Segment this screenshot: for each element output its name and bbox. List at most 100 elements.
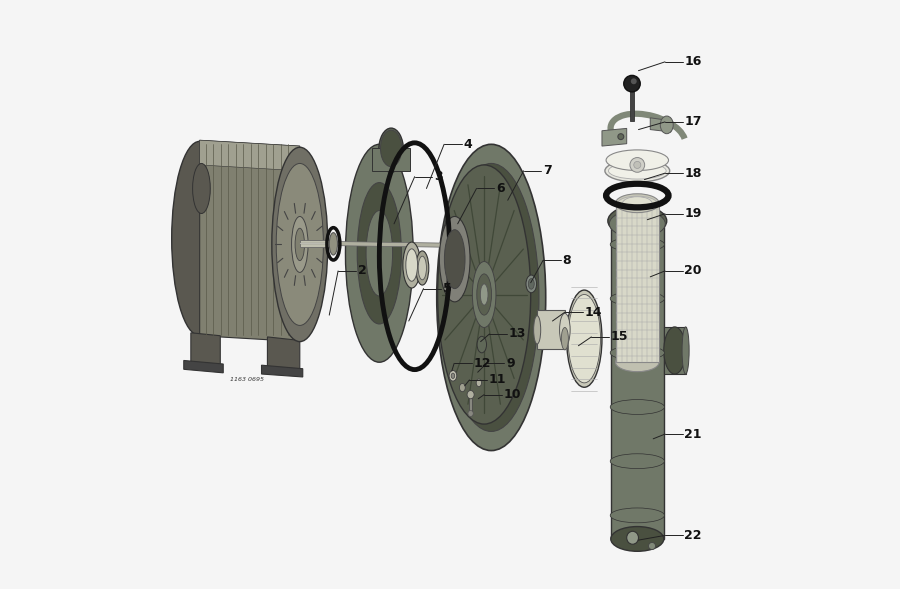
Polygon shape: [651, 118, 670, 132]
Text: 3: 3: [434, 170, 443, 183]
Polygon shape: [262, 365, 302, 377]
Ellipse shape: [477, 274, 491, 315]
Ellipse shape: [624, 75, 640, 92]
Ellipse shape: [618, 196, 657, 210]
Ellipse shape: [449, 370, 457, 381]
Ellipse shape: [626, 531, 638, 544]
Ellipse shape: [682, 327, 689, 374]
Text: 19: 19: [684, 207, 702, 220]
Ellipse shape: [610, 345, 664, 360]
Ellipse shape: [472, 262, 496, 327]
Ellipse shape: [562, 327, 569, 350]
Ellipse shape: [611, 527, 664, 551]
Ellipse shape: [445, 230, 465, 289]
Ellipse shape: [610, 237, 664, 252]
Ellipse shape: [346, 144, 413, 362]
Text: 6: 6: [496, 182, 505, 195]
Text: 9: 9: [506, 357, 515, 370]
Ellipse shape: [568, 294, 600, 383]
Ellipse shape: [630, 158, 644, 173]
Polygon shape: [200, 140, 300, 171]
Ellipse shape: [661, 116, 673, 134]
Ellipse shape: [606, 150, 669, 171]
Ellipse shape: [649, 542, 655, 550]
Ellipse shape: [560, 313, 571, 346]
Ellipse shape: [276, 164, 323, 326]
Ellipse shape: [664, 327, 686, 374]
Text: 2: 2: [357, 264, 366, 277]
Polygon shape: [373, 148, 410, 171]
Ellipse shape: [616, 194, 659, 213]
Polygon shape: [616, 203, 659, 362]
Ellipse shape: [616, 353, 659, 372]
Polygon shape: [630, 91, 634, 121]
Ellipse shape: [610, 291, 664, 306]
Polygon shape: [267, 337, 300, 372]
Ellipse shape: [477, 336, 487, 353]
Polygon shape: [537, 310, 565, 349]
Ellipse shape: [292, 217, 308, 273]
Text: 18: 18: [684, 167, 702, 180]
Polygon shape: [200, 140, 300, 148]
Text: 8: 8: [562, 254, 572, 267]
Text: 13: 13: [508, 327, 526, 340]
Text: 10: 10: [504, 388, 521, 401]
Ellipse shape: [481, 284, 488, 305]
Text: 17: 17: [684, 115, 702, 128]
Polygon shape: [602, 128, 626, 146]
Ellipse shape: [631, 78, 636, 84]
Ellipse shape: [476, 379, 482, 387]
Ellipse shape: [528, 279, 535, 289]
Text: 15: 15: [611, 330, 628, 343]
Ellipse shape: [459, 383, 465, 392]
Text: 4: 4: [464, 138, 472, 151]
Ellipse shape: [444, 164, 539, 431]
Text: 20: 20: [684, 264, 702, 277]
Ellipse shape: [567, 290, 602, 388]
Polygon shape: [469, 395, 473, 413]
Polygon shape: [332, 241, 456, 247]
Polygon shape: [191, 333, 220, 368]
Text: 11: 11: [489, 373, 507, 386]
Text: 7: 7: [543, 164, 552, 177]
Ellipse shape: [381, 130, 401, 167]
Ellipse shape: [618, 134, 624, 140]
Text: 12: 12: [473, 357, 491, 370]
Polygon shape: [184, 360, 223, 373]
Ellipse shape: [329, 233, 338, 255]
Ellipse shape: [609, 210, 665, 238]
Ellipse shape: [608, 163, 666, 179]
Ellipse shape: [272, 147, 328, 342]
Ellipse shape: [610, 454, 664, 469]
Text: 14: 14: [584, 306, 602, 319]
Text: 22: 22: [684, 529, 702, 542]
Ellipse shape: [534, 316, 541, 344]
Ellipse shape: [172, 141, 228, 336]
Ellipse shape: [437, 165, 531, 424]
Ellipse shape: [403, 242, 420, 288]
Ellipse shape: [295, 229, 304, 261]
Text: 1163 0695: 1163 0695: [230, 378, 264, 382]
Ellipse shape: [436, 144, 545, 451]
Ellipse shape: [467, 391, 474, 399]
Ellipse shape: [610, 399, 664, 415]
Ellipse shape: [406, 249, 418, 282]
Ellipse shape: [610, 508, 664, 523]
Text: 16: 16: [684, 55, 702, 68]
Ellipse shape: [623, 197, 652, 210]
Ellipse shape: [416, 251, 428, 285]
Ellipse shape: [439, 217, 470, 302]
Ellipse shape: [605, 160, 670, 182]
Polygon shape: [300, 240, 332, 247]
Ellipse shape: [193, 164, 211, 214]
Ellipse shape: [526, 275, 536, 293]
Polygon shape: [611, 221, 664, 539]
Polygon shape: [664, 327, 686, 374]
Polygon shape: [200, 141, 300, 342]
Ellipse shape: [468, 411, 473, 416]
Text: 5: 5: [443, 282, 452, 295]
Text: 21: 21: [684, 428, 702, 441]
Polygon shape: [300, 243, 332, 244]
Ellipse shape: [379, 128, 403, 173]
Ellipse shape: [366, 211, 392, 296]
